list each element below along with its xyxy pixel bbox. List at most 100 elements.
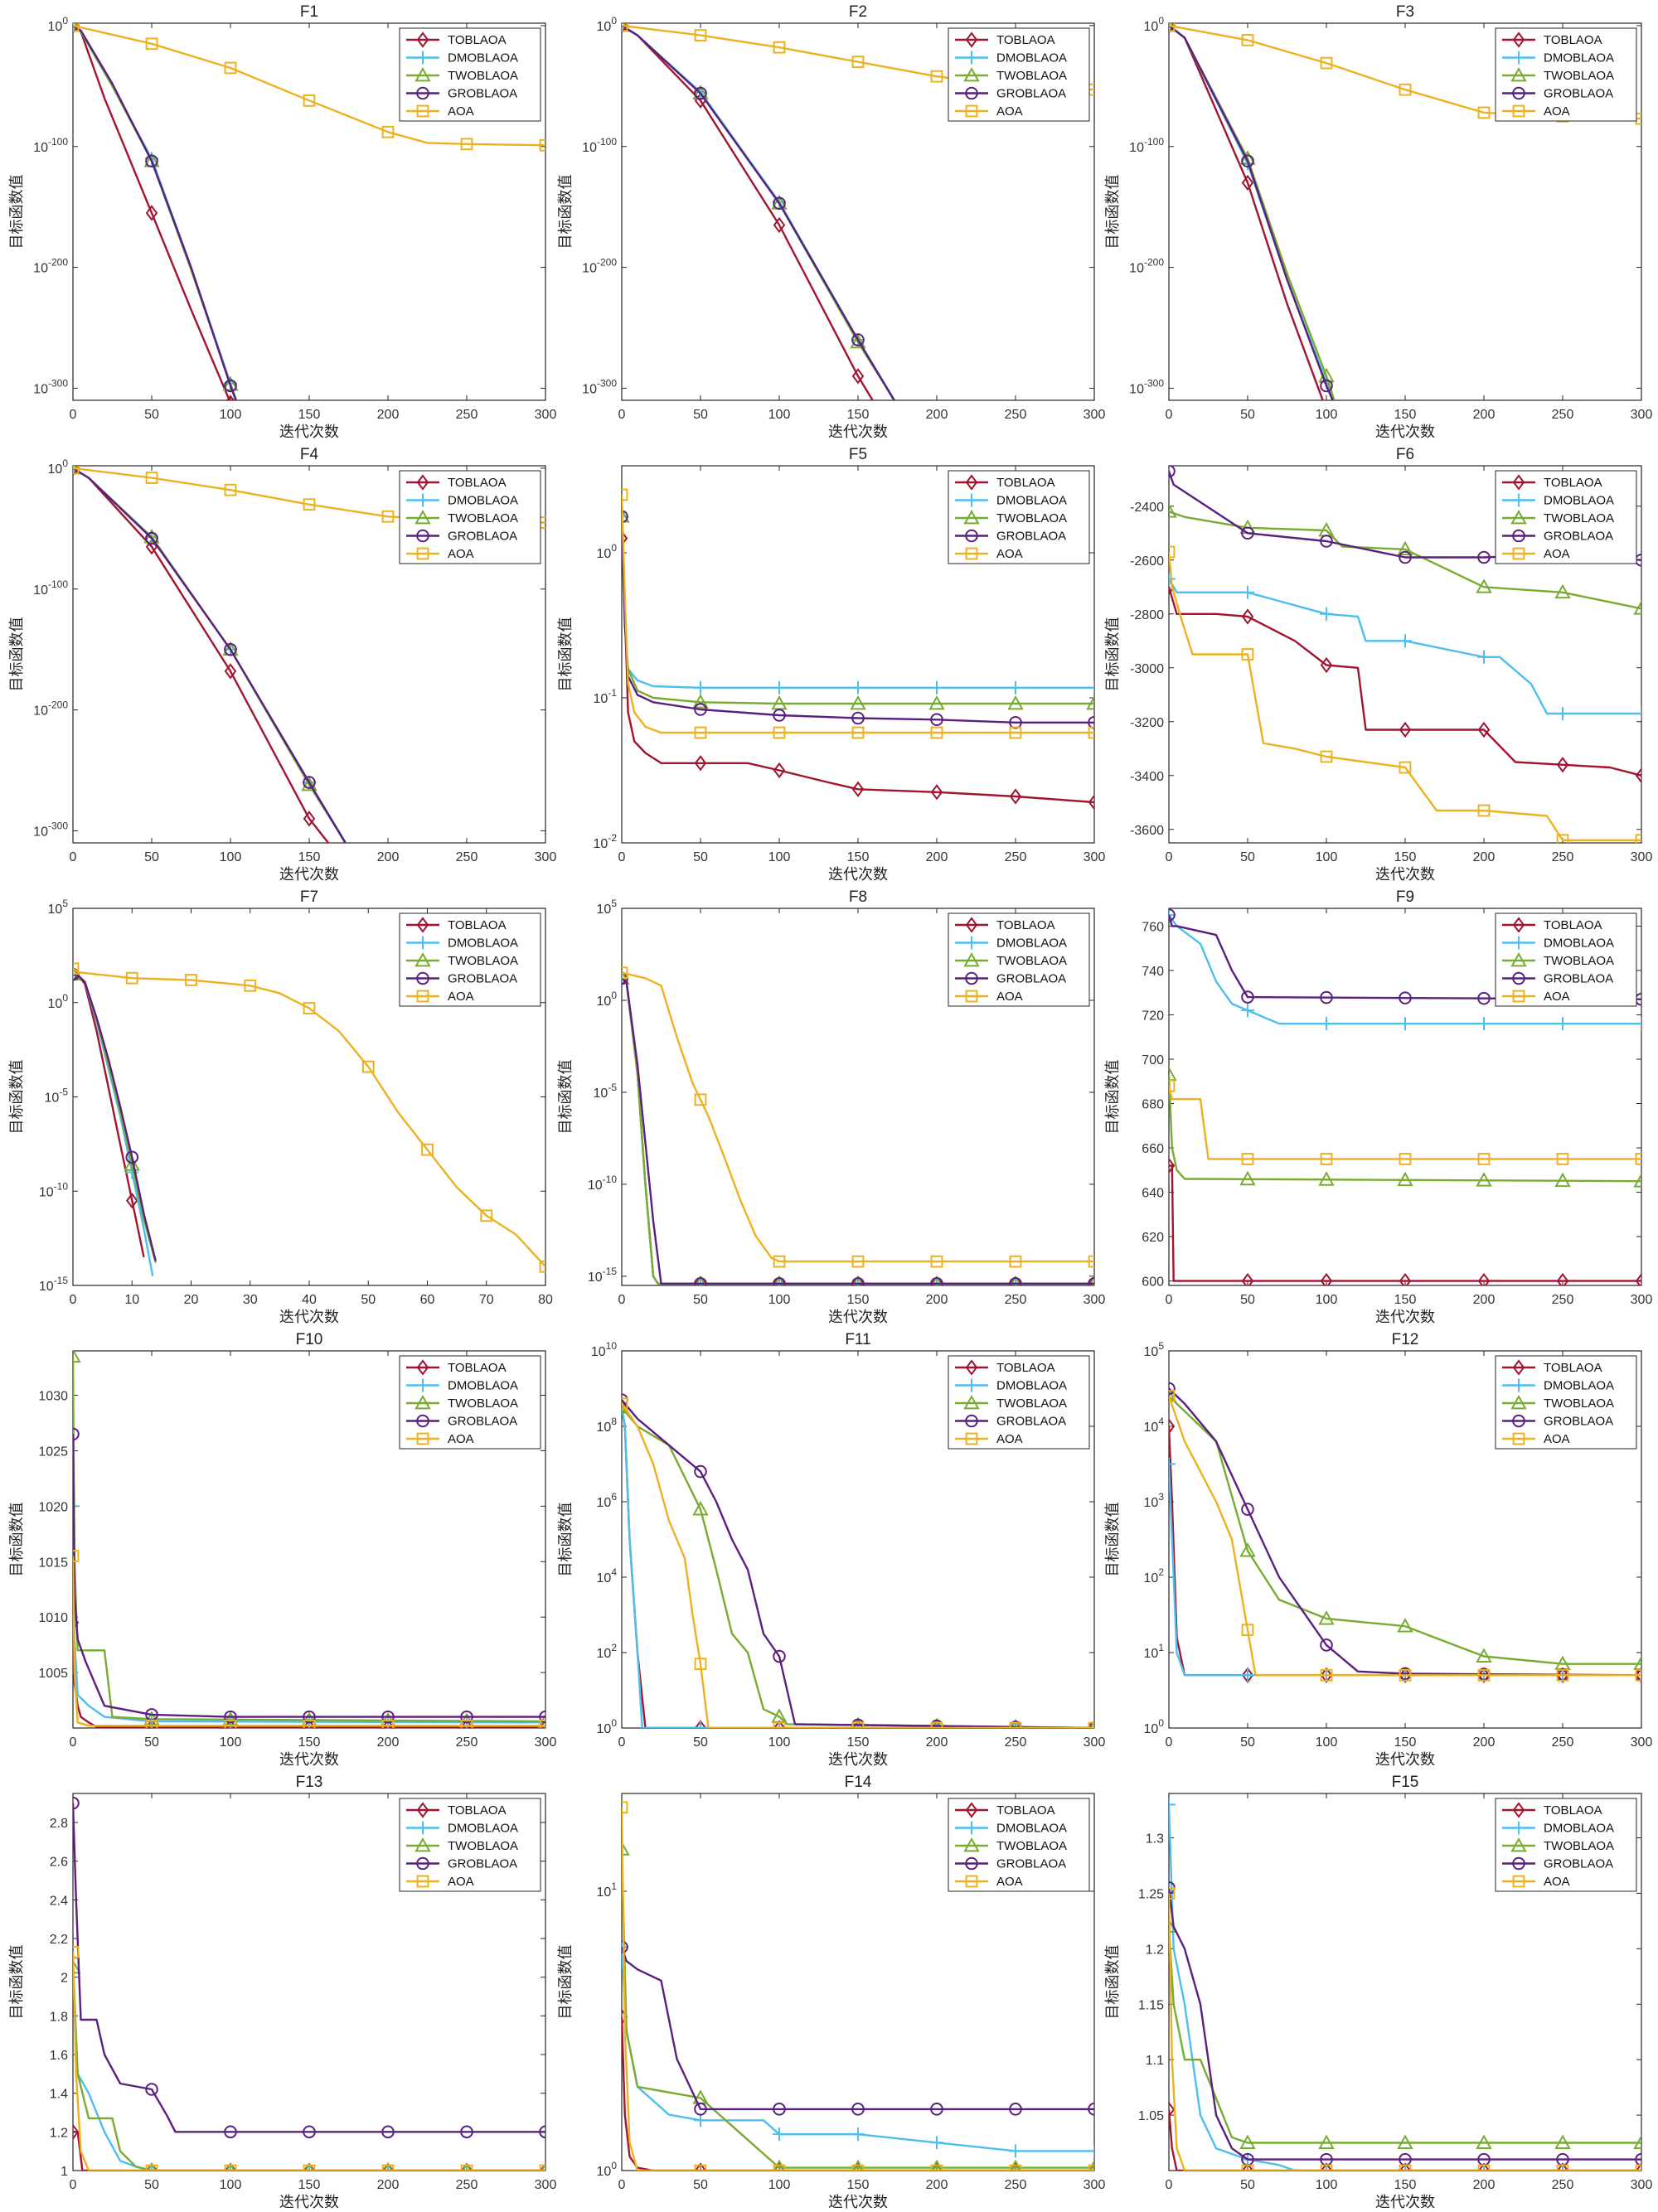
x-tick-label: 200 [926,850,948,864]
x-tick-label: 300 [1084,850,1106,864]
series-marker-twoblaoa [1318,2134,1335,2149]
series-marker-aoa [1088,1255,1094,1268]
series-marker-aoa [1009,726,1022,739]
series-marker-twoblaoa [1397,540,1413,556]
series-marker-dmoblaoa [1399,2164,1412,2171]
series-marker-aoa [224,2164,237,2171]
series-marker-dmoblaoa [1399,634,1412,648]
y-axis-label: 目标函数值 [557,617,574,692]
series-marker-groblaoa [851,333,865,346]
series-marker-aoa [694,2164,707,2171]
series-marker-toblaoa [694,2162,707,2171]
series-marker-groblaoa [1320,990,1333,1004]
subplot-f12: F12 0 50 100 150 200 250 300 105 104 103 102 101 100 迭… [1104,1331,1652,1768]
y-tick-label: 1030 [38,1390,68,1404]
series-marker-twoblaoa [1397,1171,1413,1187]
series-marker-groblaoa [460,1710,473,1724]
x-tick-label: 50 [693,1735,708,1750]
series-marker-twoblaoa [1169,23,1177,32]
series-marker-aoa [1477,804,1491,817]
x-tick-label: 300 [1084,408,1106,422]
legend-label-toblaoa: TOBLAOA [1544,1361,1602,1375]
series-marker-toblaoa [1477,721,1491,738]
series-marker-aoa [1169,1079,1176,1092]
series-line-aoa [1169,1893,1641,2171]
legend-label-toblaoa: TOBLAOA [996,33,1055,47]
series-marker-groblaoa [1477,991,1491,1005]
series-marker-dmoblaoa [851,1721,865,1728]
series-line-twoblaoa [622,1406,1094,1728]
series-marker-dmoblaoa [930,2136,943,2150]
series-marker-aoa [851,1721,865,1728]
x-tick-label: 200 [377,408,400,422]
legend-marker-twoblaoa [963,509,980,525]
series-marker-toblaoa [1088,794,1094,811]
series-marker-toblaoa [1556,2162,1569,2171]
y-tick-label: -3200 [1130,716,1164,730]
legend-label-twoblaoa: TWOBLAOA [996,1396,1067,1411]
legend-label-dmoblaoa: DMOBLAOA [1544,1822,1614,1836]
chart-title: F2 [849,3,867,21]
series-marker-twoblaoa [1169,1066,1177,1082]
y-tick-label: 100 [597,1717,618,1736]
legend-label-aoa: AOA [1544,104,1570,119]
legend-marker-toblaoa [1512,1359,1525,1376]
series-marker-toblaoa [1241,174,1254,191]
legend-label-dmoblaoa: DMOBLAOA [1544,51,1614,65]
y-tick-label: 1.05 [1138,2109,1164,2123]
series-marker-toblaoa [694,755,707,772]
series-marker-twoblaoa [1476,1648,1492,1663]
chart-title: F13 [296,1774,323,1791]
x-axis-label: 迭代次数 [1375,1309,1435,1325]
series-marker-aoa [1556,1668,1569,1682]
series-marker-aoa [1169,1390,1176,1402]
series-group [622,488,1094,811]
y-tick-label: 10-100 [33,136,68,155]
series-group [1169,23,1641,400]
x-tick-label: 200 [1473,1293,1496,1307]
y-axis-label: 目标函数值 [1104,617,1121,692]
x-tick-label: 40 [302,1293,317,1307]
series-marker-aoa [224,1719,237,1728]
x-tick-label: 150 [847,850,870,864]
legend-marker-aoa [1512,1432,1525,1445]
x-tick-label: 250 [1552,408,1574,422]
series-marker-toblaoa [622,530,628,547]
series-marker-groblaoa [145,2083,158,2096]
x-tick-label: 300 [1631,1293,1653,1307]
series-marker-dmoblaoa [1169,1798,1176,1812]
series-marker-dmoblaoa [930,680,943,695]
series-marker-aoa [1477,106,1491,119]
series-marker-aoa [622,966,628,980]
series-marker-aoa [145,2164,158,2171]
series-line-groblaoa [73,467,347,843]
series-line-aoa [73,24,545,147]
x-tick-label: 200 [377,2178,400,2192]
y-tick-label: 1015 [38,1556,68,1570]
series-marker-twoblaoa [1633,600,1641,615]
legend-label-dmoblaoa: DMOBLAOA [996,494,1067,508]
x-tick-label: 100 [768,850,791,864]
series-marker-toblaoa [1169,1157,1176,1174]
legend-marker-toblaoa [416,31,429,48]
series-marker-groblaoa [851,711,865,725]
series-marker-toblaoa [1241,608,1254,625]
series-marker-aoa [381,2164,395,2171]
chart-title: F7 [300,888,318,906]
series-marker-aoa [1169,545,1176,559]
legend: TOBLAOA DMOBLAOA TWOBLAOA GROBLAOA AOA [948,1355,1090,1450]
x-tick-label: 250 [1552,850,1574,864]
legend-label-dmoblaoa: DMOBLAOA [1544,494,1614,508]
series-marker-toblaoa [1241,2162,1254,2171]
series-marker-dmoblaoa [1009,2144,1022,2158]
series-line-toblaoa [622,2016,1094,2171]
series-marker-twoblaoa [1169,1918,1177,1933]
legend-marker-toblaoa [1512,31,1525,48]
legend-label-dmoblaoa: DMOBLAOA [996,1379,1067,1393]
x-axis-label: 迭代次数 [279,1309,339,1325]
legend-label-groblaoa: GROBLAOA [1544,530,1613,544]
series-marker-dmoblaoa [773,2127,786,2142]
x-tick-label: 0 [618,1293,626,1307]
y-tick-label: 10-5 [594,1082,618,1101]
series-marker-twoblaoa [1397,2134,1413,2149]
